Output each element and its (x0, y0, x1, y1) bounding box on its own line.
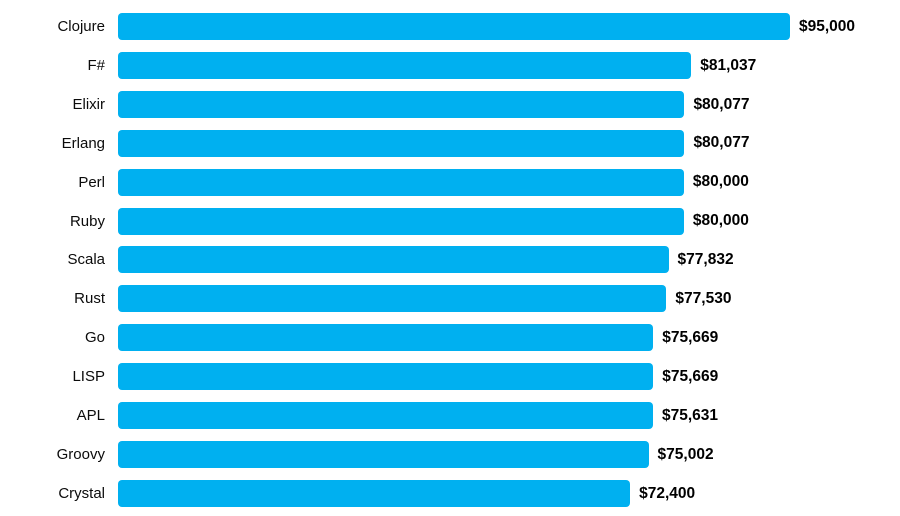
bar-row: Groovy $75,002 (0, 440, 900, 468)
bar-row: Erlang $80,077 (0, 129, 900, 157)
bar (118, 324, 654, 352)
value-label: $75,002 (657, 445, 714, 463)
bar-track: $75,002 (118, 440, 790, 468)
bar (118, 285, 667, 313)
bar-row: Elixir $80,077 (0, 90, 900, 118)
bar-track: $75,631 (118, 402, 790, 430)
bar (118, 363, 654, 391)
value-label: $77,832 (677, 251, 734, 269)
bar-track: $80,077 (118, 129, 790, 157)
bar-row: Scala $77,832 (0, 246, 900, 274)
category-label: Ruby (69, 212, 105, 230)
value-label: $77,530 (675, 290, 732, 308)
category-label: Perl (78, 173, 105, 191)
bar-row: Ruby $80,000 (0, 207, 900, 235)
bar-row: APL $75,631 (0, 402, 900, 430)
bar (118, 246, 669, 274)
category-label: Elixir (72, 95, 106, 113)
bar-track: $95,000 (118, 13, 855, 40)
bar-row: Go $75,669 (0, 324, 900, 352)
category-label: Clojure (57, 18, 105, 35)
bar (118, 168, 684, 196)
value-label: $80,077 (693, 95, 750, 113)
category-label: Groovy (56, 445, 105, 463)
value-label: $72,400 (639, 484, 696, 502)
bar (118, 440, 649, 468)
bar-track: $75,669 (118, 363, 790, 391)
bar-row: LISP $75,669 (0, 363, 900, 391)
value-label: $75,669 (662, 367, 719, 385)
value-label: $75,669 (662, 329, 719, 346)
bar (118, 129, 685, 157)
bar-track: $75,669 (118, 324, 790, 352)
value-label: $95,000 (799, 17, 856, 35)
bar-row: Rust $77,530 (0, 285, 900, 313)
category-label: Rust (74, 290, 105, 308)
bar-track: $77,530 (118, 285, 790, 313)
bar-row: Crystal $72,400 (0, 479, 900, 507)
bar (118, 402, 653, 430)
category-label: F# (87, 56, 105, 74)
bar (118, 479, 631, 507)
value-label: $75,631 (661, 406, 719, 424)
bar (118, 207, 684, 235)
category-label: LISP (72, 368, 105, 386)
bar-row: Perl $80,000 (0, 168, 900, 196)
value-label: $80,077 (693, 134, 750, 152)
bar-track: $80,000 (118, 207, 790, 235)
category-label: Go (84, 329, 105, 347)
value-label: $81,037 (700, 56, 757, 74)
bar (118, 90, 685, 118)
bar-track: $80,000 (118, 168, 790, 196)
bar-track: $72,400 (118, 479, 790, 507)
category-label: Scala (67, 251, 105, 269)
bar-track: $80,077 (118, 90, 790, 118)
bar (118, 13, 790, 40)
bar-row: F# $81,037 (0, 51, 900, 79)
bar-row: Clojure $95,000 (0, 13, 900, 40)
bar-track: $81,037 (118, 51, 790, 79)
value-label: $80,000 (692, 173, 749, 191)
category-label: APL (76, 407, 105, 425)
value-label: $80,000 (692, 212, 749, 230)
category-label: Erlang (61, 134, 105, 152)
category-label: Crystal (58, 484, 105, 502)
bar-track: $77,832 (118, 246, 790, 274)
bar (118, 51, 692, 79)
